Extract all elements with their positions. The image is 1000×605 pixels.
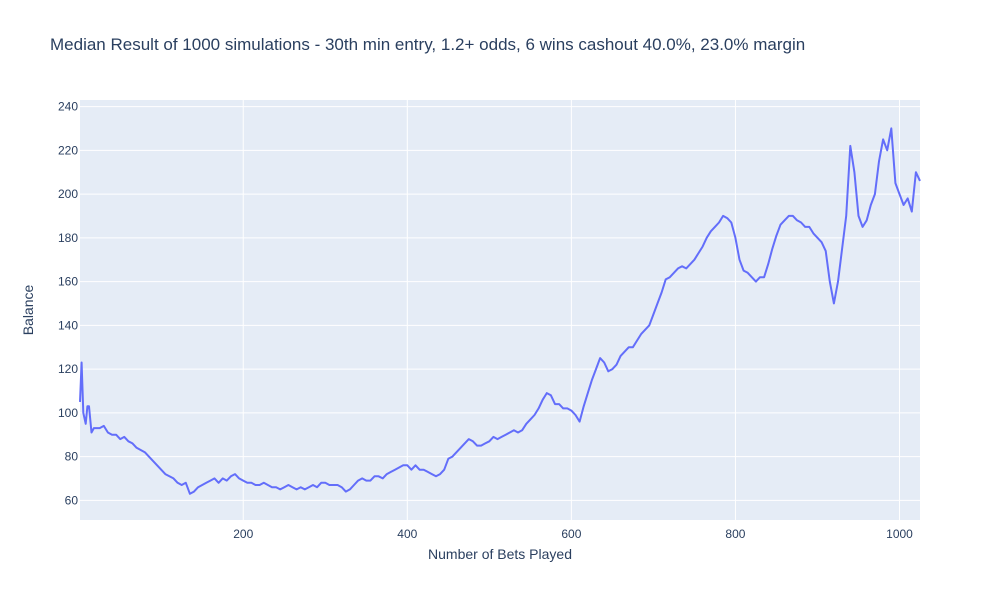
- x-tick-label: 200: [233, 527, 253, 541]
- x-tick-labels: 200 400 600 800 1000: [233, 527, 913, 541]
- y-gridlines: [80, 106, 920, 501]
- x-tick-label: 600: [561, 527, 581, 541]
- y-tick-label: 220: [58, 143, 78, 157]
- series-line-balance: [79, 127, 921, 495]
- plot-background: [80, 100, 920, 520]
- x-tick-label: 400: [397, 527, 417, 541]
- x-axis-title: Number of Bets Played: [428, 546, 572, 562]
- x-gridlines: [242, 100, 900, 520]
- y-tick-label: 80: [65, 450, 79, 464]
- series-layer: [79, 127, 921, 495]
- y-tick-label: 200: [58, 187, 78, 201]
- y-tick-labels: 60 80 100 120 140 160 180 200 220 240: [58, 100, 78, 508]
- y-tick-label: 160: [58, 275, 78, 289]
- chart-title: Median Result of 1000 simulations - 30th…: [50, 35, 805, 54]
- x-tick-label: 1000: [886, 527, 913, 541]
- x-tick-label: 800: [725, 527, 745, 541]
- y-tick-label: 140: [58, 318, 78, 332]
- y-tick-label: 240: [58, 100, 78, 114]
- y-tick-label: 60: [65, 493, 79, 507]
- y-axis-title: Balance: [20, 284, 36, 335]
- y-tick-label: 180: [58, 231, 78, 245]
- y-tick-label: 100: [58, 406, 78, 420]
- y-tick-label: 120: [58, 362, 78, 376]
